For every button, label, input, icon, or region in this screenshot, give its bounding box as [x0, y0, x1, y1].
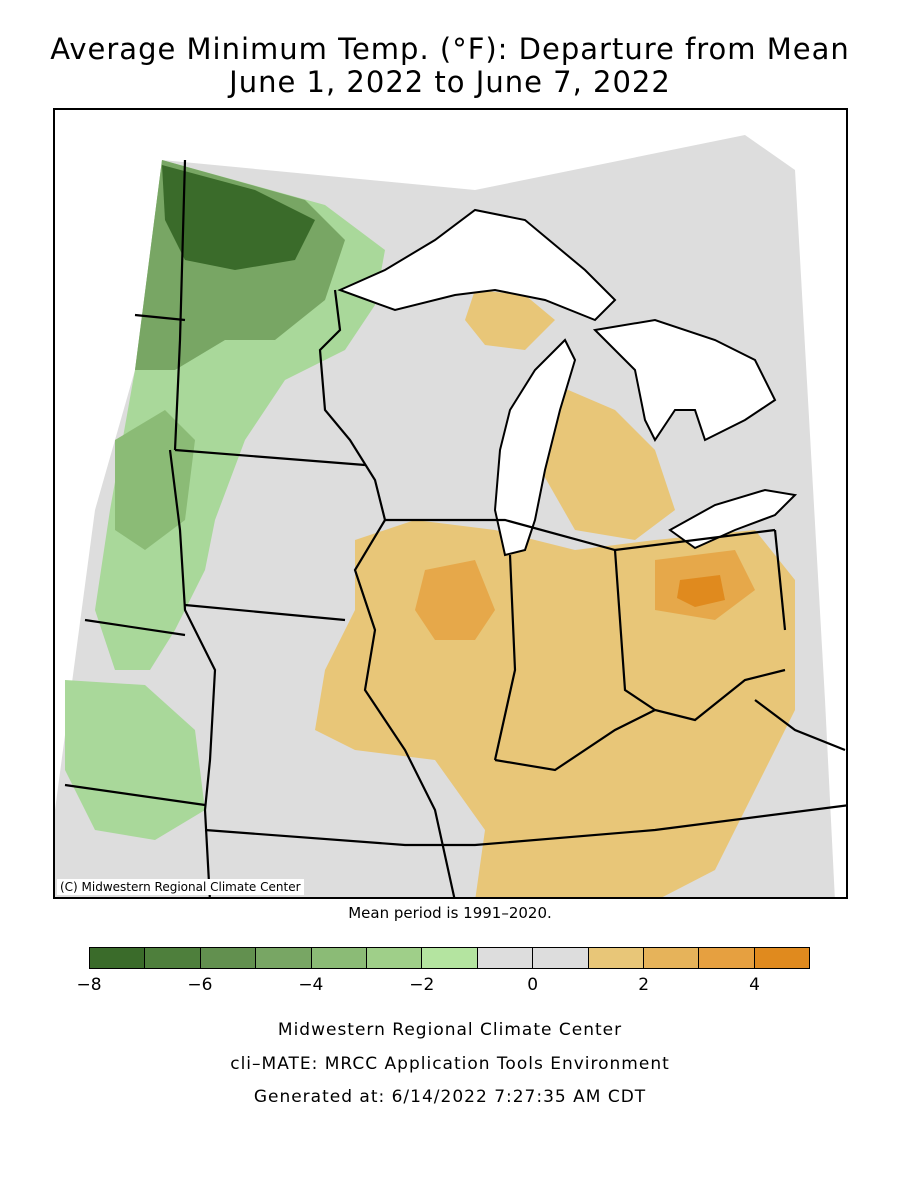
lake-erie	[668, 488, 798, 550]
legend-swatch	[200, 948, 257, 968]
map-panel: (C) Midwestern Regional Climate Center	[53, 108, 848, 899]
legend-tick-label: 0	[527, 975, 539, 995]
orange-zone-upper	[465, 290, 555, 350]
mean-period-note: Mean period is 1991–2020.	[348, 904, 552, 922]
footer-tool-name: cli–MATE: MRCC Application Tools Environ…	[230, 1054, 670, 1074]
legend-swatch	[643, 948, 700, 968]
legend-swatch	[422, 948, 478, 968]
lake-superior	[337, 208, 617, 322]
orange-zone-michigan	[535, 380, 675, 540]
legend-swatch	[588, 948, 644, 968]
departure-map	[55, 135, 846, 897]
map-date-range: June 1, 2022 to June 7, 2022	[229, 65, 671, 99]
footer-organization: Midwestern Regional Climate Center	[277, 1020, 623, 1040]
legend-swatch	[90, 948, 146, 968]
color-legend	[89, 947, 810, 969]
map-credit: (C) Midwestern Regional Climate Center	[57, 879, 304, 895]
legend-tick-label: −2	[409, 975, 435, 995]
lake-huron	[592, 318, 777, 442]
legend-tick-label: 4	[749, 975, 760, 995]
footer-generated-time: Generated at: 6/14/2022 7:27:35 AM CDT	[253, 1087, 647, 1107]
green-zone-dark	[162, 165, 315, 270]
legend-tick-label: −8	[76, 975, 102, 995]
orange-zone-indiana	[415, 560, 495, 640]
legend-swatch	[256, 948, 312, 968]
state-boundaries	[64, 159, 846, 897]
legend-tick-label: −4	[298, 975, 324, 995]
map-title: Average Minimum Temp. (°F): Departure fr…	[50, 32, 850, 66]
legend-tick-label: 2	[638, 975, 650, 995]
legend-swatch	[366, 948, 423, 968]
legend-tick-label: −6	[187, 975, 213, 995]
legend-swatch	[311, 948, 367, 968]
legend-swatch	[754, 948, 810, 968]
legend-swatch	[477, 948, 534, 968]
lake-michigan	[493, 338, 577, 557]
orange-zone-ohio-core	[677, 575, 725, 607]
legend-swatch	[145, 948, 201, 968]
legend-swatch	[699, 948, 755, 968]
legend-swatch	[533, 948, 589, 968]
